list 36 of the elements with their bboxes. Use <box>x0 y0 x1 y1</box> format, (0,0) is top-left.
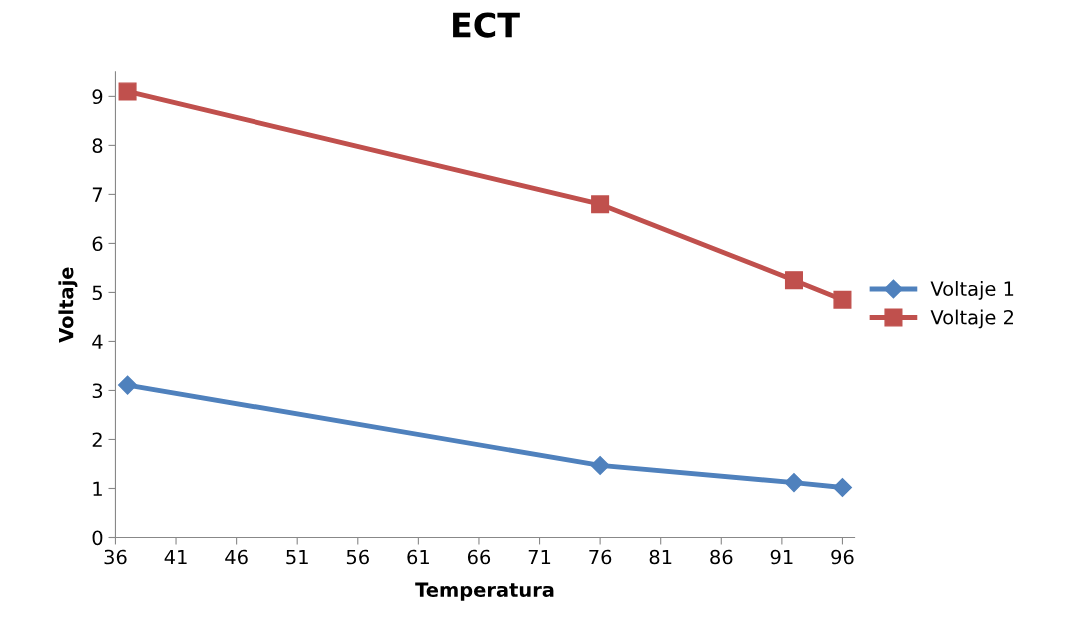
x-axis-title: Temperatura <box>415 582 554 601</box>
point <box>784 271 804 290</box>
legend-label: Voltaje 1 <box>930 281 1014 300</box>
x-tick-label: 51 <box>286 549 308 565</box>
x-tick-label: 66 <box>467 549 491 565</box>
x-tick-label: 86 <box>710 549 733 565</box>
x-tick-label: 76 <box>589 549 612 565</box>
point <box>832 477 852 498</box>
x-tick-label: 91 <box>770 549 793 565</box>
x-tick-label: 36 <box>104 549 127 565</box>
y-tick-label: 9 <box>92 89 103 105</box>
y-tick-label: 2 <box>92 432 102 447</box>
y-tick-label: 1 <box>93 481 102 496</box>
point <box>833 290 852 309</box>
point <box>591 195 610 214</box>
point <box>118 82 137 101</box>
y-tick-label: 4 <box>92 334 103 349</box>
y-tick-label: 0 <box>92 530 103 546</box>
point <box>784 473 804 493</box>
y-tick-label: 5 <box>92 285 102 301</box>
y-tick-label: 8 <box>92 138 103 154</box>
y-tick-label: 3 <box>92 383 103 399</box>
x-tick-label: 61 <box>407 549 429 565</box>
point <box>590 455 610 475</box>
x-tick-label: 81 <box>649 549 672 565</box>
x-tick-label: 56 <box>346 549 369 565</box>
legend-label: Voltaje 2 <box>930 309 1013 329</box>
x-tick-label: 96 <box>831 549 854 565</box>
y-tick-label: 6 <box>92 236 103 252</box>
point <box>118 375 138 395</box>
x-tick-label: 71 <box>528 549 551 565</box>
x-tick-label: 41 <box>164 549 187 565</box>
y-axis-title: Voltaje <box>58 267 78 343</box>
y-tick-label: 7 <box>92 187 102 202</box>
chart-title: ECT <box>453 12 520 38</box>
x-tick-label: 46 <box>225 549 248 565</box>
